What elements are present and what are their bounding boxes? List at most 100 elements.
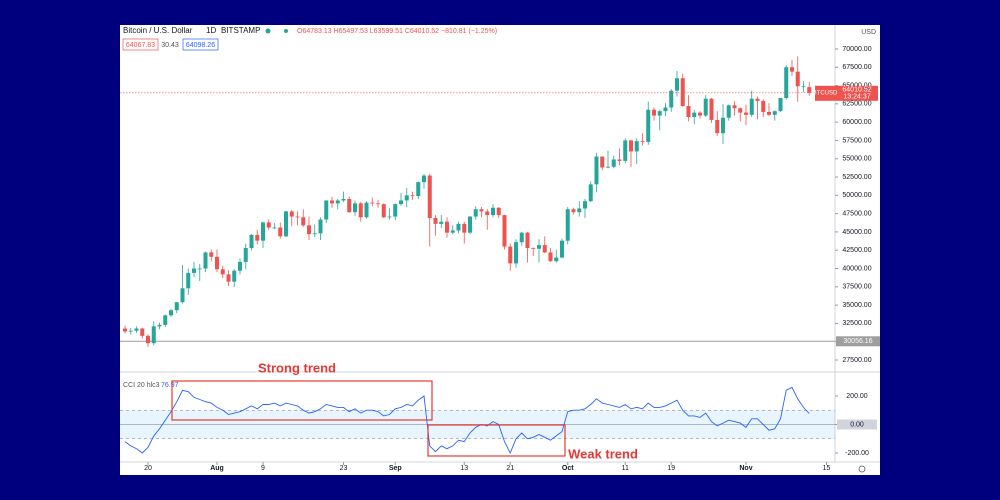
candle-body: [416, 182, 421, 197]
candle-body: [692, 112, 697, 118]
hline-label-box: [836, 336, 880, 347]
candle-body: [680, 78, 685, 107]
annotation-label: Strong trend: [258, 360, 336, 375]
y-tick-label: 35000.00: [842, 302, 871, 309]
candle-body: [209, 252, 214, 257]
candle-body: [341, 198, 346, 201]
candle-body: [795, 71, 800, 87]
y-tick-label: 45000.00: [842, 229, 871, 236]
candle-body: [237, 261, 243, 271]
candle-body: [352, 203, 358, 213]
candle-body: [335, 200, 340, 204]
y-tick-label: 67500.00: [842, 64, 871, 71]
candle-body: [364, 202, 369, 218]
x-tick-label: Oct: [562, 465, 574, 472]
candle-body: [462, 223, 467, 233]
currency: USD: [861, 29, 876, 36]
candle-body: [387, 216, 392, 218]
candle-body: [536, 245, 542, 249]
candle-body: [508, 246, 513, 264]
y-tick-label: 52500.00: [842, 174, 871, 181]
annotation-label: Weak trend: [568, 446, 638, 461]
candle-body: [720, 117, 726, 134]
candle-body: [439, 221, 444, 224]
candle-body: [226, 274, 231, 282]
candle-body: [168, 310, 174, 316]
candle-body: [157, 324, 162, 327]
candle-body: [542, 245, 547, 253]
candle-body: [605, 166, 611, 168]
ask-price: 64098.26: [186, 42, 215, 49]
candle-body: [548, 252, 553, 262]
candle-body: [582, 201, 588, 209]
candle-body: [191, 268, 197, 273]
candle-body: [122, 328, 128, 332]
candle-body: [467, 216, 473, 233]
candle-body: [375, 203, 381, 205]
candle-body: [559, 240, 565, 258]
candle-body: [807, 87, 812, 93]
y-tick-label: 40000.00: [842, 265, 871, 272]
ohlc-legend: O64783.13 H65497.53 L63599.51 C64010.52 …: [297, 28, 497, 35]
candle-body: [709, 98, 714, 120]
candle-body: [674, 78, 680, 91]
candle-body: [623, 140, 628, 161]
candle-body: [249, 234, 254, 249]
candle-body: [450, 230, 455, 233]
y-tick-label: 50000.00: [842, 192, 871, 199]
candle-body: [617, 159, 622, 161]
y-tick-label: 57500.00: [842, 137, 871, 144]
candle-body: [186, 272, 191, 289]
candle-body: [594, 156, 599, 185]
candle-body: [203, 252, 208, 269]
y-tick-label: 200.00: [846, 393, 868, 400]
y-tick-label: 0.00: [850, 421, 864, 428]
price-label-symbol: BTCUSD: [813, 90, 838, 96]
candle-body: [600, 156, 605, 168]
candle-body: [588, 184, 593, 202]
candle-body: [255, 234, 260, 241]
candle-body: [283, 211, 289, 237]
cci-last-value: 76.97: [161, 382, 179, 389]
candle-body: [370, 202, 375, 204]
candle-body: [393, 204, 398, 217]
candle-body: [715, 119, 720, 134]
candle-body: [301, 217, 306, 226]
y-tick-label: 62500.00: [842, 101, 871, 108]
candle-body: [410, 195, 415, 197]
y-tick-label: 60000.00: [842, 119, 871, 126]
candle-body: [726, 105, 731, 118]
candle-body: [358, 203, 363, 218]
x-tick-label: 21: [506, 465, 514, 472]
candle-body: [766, 111, 772, 115]
candle-body: [554, 257, 559, 262]
candle-body: [134, 328, 139, 331]
candle-body: [772, 111, 777, 115]
candle-body: [479, 209, 484, 212]
candle-body: [312, 233, 317, 235]
candle-body: [755, 98, 760, 101]
candle-body: [324, 200, 329, 220]
candle-body: [381, 204, 386, 218]
candle-body: [433, 218, 438, 224]
x-tick-label: 11: [622, 465, 629, 472]
candle-body: [145, 335, 151, 344]
candle-body: [128, 330, 133, 332]
candle-body: [634, 141, 639, 152]
candle-body: [398, 200, 404, 205]
candle-body: [404, 195, 409, 201]
candle-body: [789, 67, 795, 72]
annotation-box: [427, 424, 566, 457]
candle-body: [151, 326, 156, 344]
candle-body: [496, 207, 501, 216]
exchange: BITSTAMP: [221, 26, 260, 35]
annotation-box: [171, 380, 433, 421]
candle-body: [266, 222, 271, 228]
candle-body: [761, 100, 766, 112]
candle-body: [197, 268, 202, 270]
y-tick-label: 42500.00: [842, 247, 871, 254]
candle-body: [347, 198, 352, 213]
x-tick-label: 20: [144, 465, 152, 472]
settings-icon[interactable]: [858, 465, 866, 473]
